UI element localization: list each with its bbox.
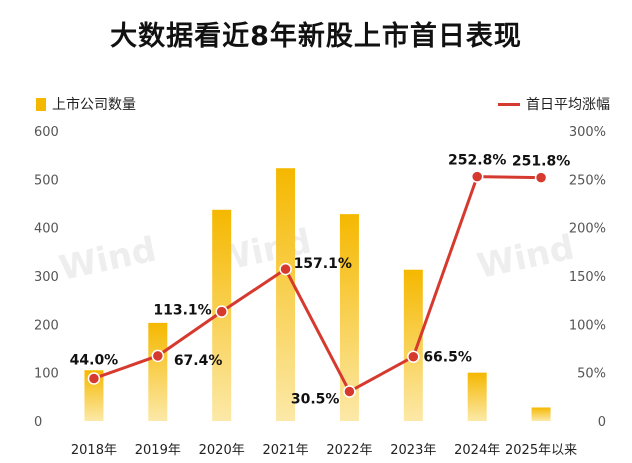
x-tick-label: 2024年 [454, 443, 500, 458]
bar-4 [339, 214, 359, 421]
data-label-1: 67.4% [174, 353, 223, 369]
legend-line: 首日平均涨幅 [498, 94, 610, 114]
bar-1 [148, 322, 168, 421]
data-label-5: 66.5% [423, 350, 472, 366]
bar-7 [531, 407, 551, 421]
line-series [93, 175, 542, 394]
data-label-4: 30.5% [291, 392, 340, 408]
x-tick-label: 2018年 [71, 443, 117, 458]
y-left-tick: 600 [34, 125, 59, 140]
line-point-3 [279, 262, 292, 276]
x-tick-label: 2019年 [135, 443, 181, 458]
line-point-2 [215, 305, 228, 318]
watermark-0: Wind [56, 230, 160, 289]
y-right-tick: 100% [569, 318, 606, 333]
x-tick-label: 2022年 [326, 443, 372, 458]
line-point-6 [470, 170, 484, 183]
y-left-tick: 0 [34, 415, 42, 430]
watermark-2: Wind [474, 228, 578, 287]
data-label-0: 44.0% [70, 352, 119, 368]
data-label-2: 113.1% [153, 303, 211, 319]
bar-3 [276, 168, 296, 421]
y-right-tick: 200% [569, 222, 606, 237]
y-right-tick: 0 [598, 415, 606, 430]
data-label-3: 157.1% [294, 256, 352, 272]
line-point-1 [151, 349, 165, 363]
y-left-tick: 200 [34, 318, 59, 333]
y-right-tick: 50% [577, 367, 606, 382]
chart-title: 大数据看近8年新股上市首日表现 [110, 21, 522, 52]
line-point-4 [343, 385, 356, 398]
x-tick-label: 2025年以来 [505, 443, 577, 458]
x-tick-label: 2020年 [199, 443, 245, 458]
legend-bar: 上市公司数量 [36, 94, 136, 114]
bar-0 [84, 370, 104, 421]
x-tick-label: 2023年 [390, 443, 436, 458]
y-right-tick: 300% [569, 125, 606, 140]
bar-6 [467, 372, 487, 421]
y-left-tick: 400 [34, 222, 59, 237]
legend-bar-label: 上市公司数量 [52, 97, 136, 113]
legend-line-label: 首日平均涨幅 [526, 97, 610, 113]
data-label-6: 252.8% [448, 153, 506, 169]
y-left-tick: 300 [34, 270, 59, 285]
bar-5 [403, 269, 423, 421]
y-left-tick: 100 [34, 367, 59, 382]
line-point-0 [87, 372, 101, 385]
data-label-7: 251.8% [512, 154, 570, 170]
y-right-tick: 250% [569, 173, 606, 188]
x-tick-label: 2021年 [263, 443, 309, 458]
line-point-7 [534, 171, 548, 184]
line-point-5 [407, 350, 420, 363]
y-left-tick: 500 [34, 173, 59, 188]
legend-line-swatch [498, 102, 520, 106]
legend-bar-swatch [36, 97, 46, 111]
y-right-tick: 150% [569, 270, 606, 285]
